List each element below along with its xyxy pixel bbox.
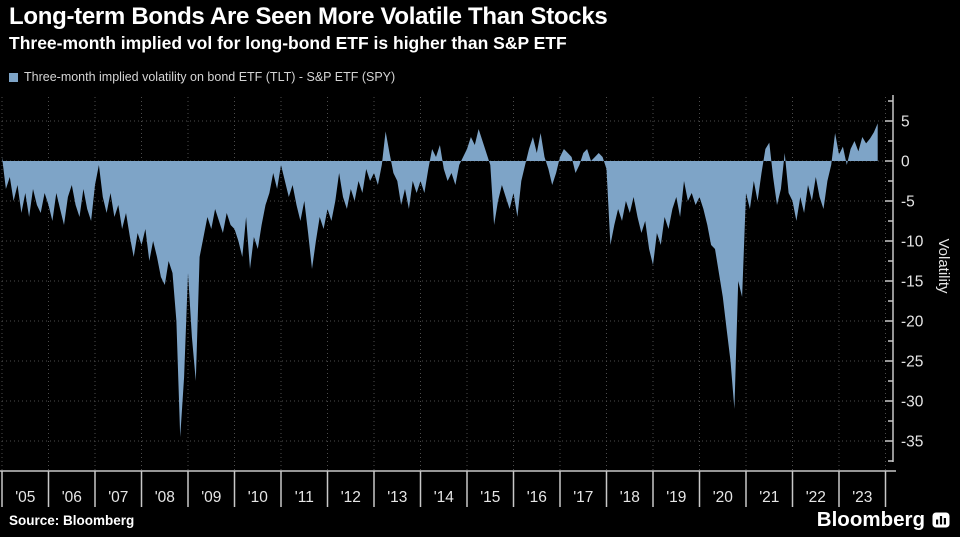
bloomberg-logo-icon <box>932 512 950 527</box>
svg-text:'21: '21 <box>759 489 779 506</box>
svg-text:'16: '16 <box>527 489 547 506</box>
svg-text:-30: -30 <box>901 394 924 411</box>
svg-text:'08: '08 <box>155 489 175 506</box>
y-axis <box>885 95 894 462</box>
svg-text:0: 0 <box>901 154 910 171</box>
area-series <box>2 123 878 438</box>
svg-text:'06: '06 <box>62 489 82 506</box>
x-axis-labels: '05 '06 '07 '08 '09 '10 '11 '12 '13 '14 '15 '16 '17 '… <box>15 489 872 506</box>
y-axis-title: Volatility <box>935 238 952 294</box>
brand: Bloomberg <box>817 508 950 532</box>
chart-subtitle: Three-month implied vol for long-bond ET… <box>9 33 567 53</box>
svg-text:-5: -5 <box>901 194 915 211</box>
svg-text:'05: '05 <box>15 489 35 506</box>
brand-wordmark: Bloomberg <box>816 508 925 531</box>
svg-text:'15: '15 <box>480 489 500 506</box>
svg-text:5: 5 <box>901 114 910 131</box>
svg-text:-15: -15 <box>901 274 923 291</box>
svg-text:-10: -10 <box>901 234 924 251</box>
svg-text:-20: -20 <box>901 314 924 331</box>
svg-text:'09: '09 <box>201 489 221 506</box>
svg-text:'19: '19 <box>666 489 686 506</box>
source-note: Source: Bloomberg <box>9 513 135 528</box>
legend-label: Three-month implied volatility on bond E… <box>24 70 396 84</box>
svg-text:'20: '20 <box>713 489 734 506</box>
vertical-gridlines <box>1 97 886 470</box>
svg-text:'11: '11 <box>295 489 314 506</box>
svg-text:'23: '23 <box>852 489 872 506</box>
svg-text:-35: -35 <box>901 434 923 451</box>
svg-text:'18: '18 <box>620 489 640 506</box>
chart-title: Long-term Bonds Are Seen More Volatile T… <box>9 3 608 30</box>
legend-swatch-icon <box>9 72 18 82</box>
x-axis <box>0 470 896 507</box>
y-axis-labels: 5 0 -5 -10 -15 -20 -25 -30 -35 <box>901 114 924 451</box>
svg-text:'13: '13 <box>387 489 407 506</box>
svg-text:'22: '22 <box>806 489 826 506</box>
svg-text:'17: '17 <box>573 489 593 506</box>
legend: Three-month implied volatility on bond E… <box>9 70 395 84</box>
svg-text:'10: '10 <box>248 489 269 506</box>
svg-text:'12: '12 <box>341 489 361 506</box>
svg-text:'07: '07 <box>108 489 128 506</box>
svg-text:'14: '14 <box>434 489 455 506</box>
svg-text:-25: -25 <box>901 354 923 371</box>
